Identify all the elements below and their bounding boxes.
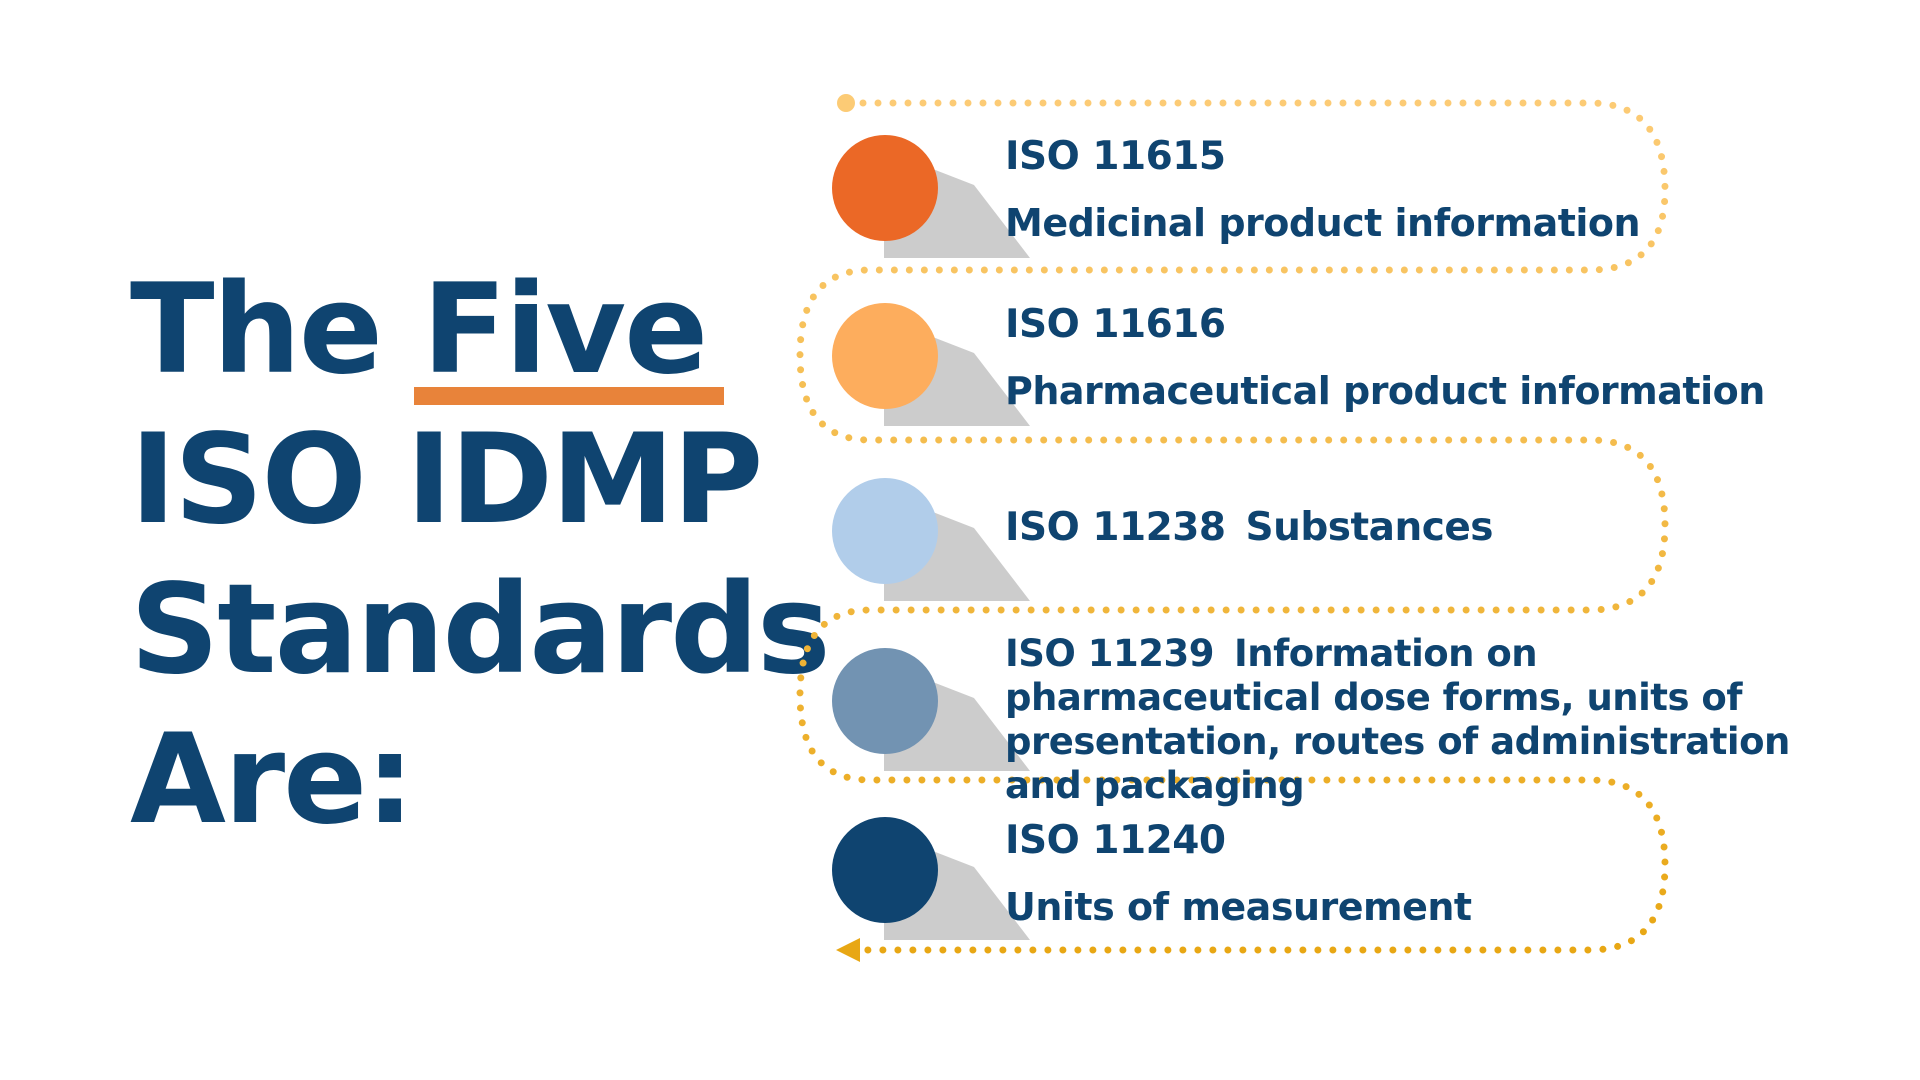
path-end-arrow-icon — [836, 938, 860, 962]
standard-marker-4 — [832, 648, 1030, 771]
marker-circle — [832, 817, 938, 923]
heading-underline — [414, 387, 725, 405]
marker-circle — [832, 648, 938, 754]
heading-line-3: Standards — [130, 558, 831, 702]
heading-line-2: ISO IDMP — [130, 408, 763, 552]
standard-code: ISO 11616 — [1005, 302, 1226, 347]
heading-the: The — [130, 258, 383, 402]
standard-item-iso-11240: ISO 11240 Units of measurement — [1005, 818, 1472, 929]
standard-description: Pharmaceutical product information — [1005, 369, 1765, 413]
heading-line-4: Are: — [130, 708, 415, 852]
standard-item-iso-11239: ISO 11239 Information on pharmaceutical d… — [1005, 632, 1845, 808]
standard-marker-5 — [832, 817, 1030, 940]
marker-circle — [832, 303, 938, 409]
standard-description: Medicinal product information — [1005, 201, 1641, 245]
marker-circle — [832, 135, 938, 241]
standard-code: ISO 11239 — [1005, 632, 1214, 675]
heading-line-1: The Five — [130, 255, 829, 405]
standard-marker-1 — [832, 135, 1030, 258]
standard-description: Units of measurement — [1005, 885, 1472, 929]
path-start-dot — [837, 94, 855, 112]
heading-highlight-five: Five — [414, 255, 725, 405]
heading-five-text: Five — [422, 258, 708, 402]
standard-code: ISO 11238 — [1005, 505, 1226, 550]
standard-marker-2 — [832, 303, 1030, 426]
standard-item-iso-11238: ISO 11238 Substances — [1005, 505, 1494, 550]
standard-marker-3 — [832, 478, 1030, 601]
standard-description: Information on pharmaceutical dose forms… — [1005, 632, 1790, 807]
standard-item-iso-11615: ISO 11615 Medicinal product information — [1005, 134, 1641, 245]
standard-code: ISO 11615 — [1005, 134, 1226, 179]
standard-item-iso-11616: ISO 11616 Pharmaceutical product informa… — [1005, 302, 1765, 413]
standard-description: Substances — [1245, 505, 1494, 550]
dotted-path — [796, 99, 1669, 954]
standard-code: ISO 11240 — [1005, 818, 1226, 863]
page-heading: The Five ISO IDMP Standards Are: — [130, 255, 831, 855]
marker-circle — [832, 478, 938, 584]
